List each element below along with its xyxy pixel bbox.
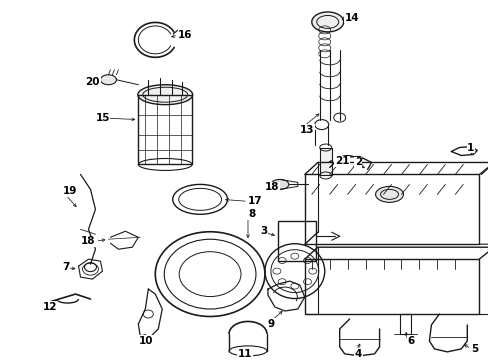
- Text: 10: 10: [138, 336, 153, 346]
- Ellipse shape: [100, 75, 116, 85]
- Text: 18: 18: [264, 183, 279, 192]
- Text: 19: 19: [62, 186, 77, 197]
- Bar: [399, 314, 410, 334]
- Ellipse shape: [375, 186, 403, 202]
- Text: 5: 5: [470, 344, 478, 354]
- Text: 2: 2: [354, 157, 361, 167]
- Text: 16: 16: [178, 30, 192, 40]
- Text: 18: 18: [81, 236, 95, 246]
- Ellipse shape: [138, 85, 192, 105]
- Text: 17: 17: [247, 196, 262, 206]
- Text: 11: 11: [238, 349, 252, 359]
- Bar: [138, 95, 192, 165]
- Text: 12: 12: [42, 302, 57, 312]
- Text: 7: 7: [62, 262, 70, 272]
- Bar: [319, 148, 331, 175]
- Bar: [304, 259, 478, 314]
- Text: 9: 9: [267, 319, 274, 329]
- Text: 1: 1: [467, 143, 473, 153]
- Ellipse shape: [270, 179, 288, 189]
- Text: 13: 13: [299, 125, 314, 135]
- Text: 20: 20: [85, 77, 100, 87]
- Text: 15: 15: [95, 113, 110, 123]
- Ellipse shape: [311, 12, 343, 32]
- Text: 21: 21: [334, 157, 348, 166]
- Bar: [304, 175, 478, 244]
- Bar: [277, 221, 315, 261]
- Text: 6: 6: [407, 336, 414, 346]
- Text: 3: 3: [260, 226, 266, 236]
- Text: 8: 8: [247, 209, 255, 219]
- Text: 14: 14: [344, 13, 359, 23]
- Text: 4: 4: [354, 349, 361, 359]
